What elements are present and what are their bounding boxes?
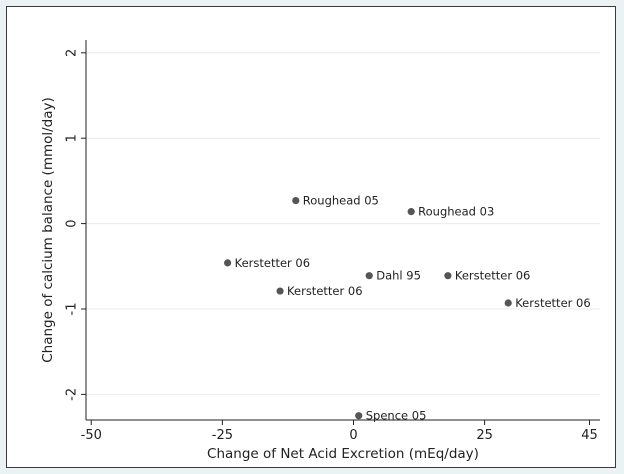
- point-marker: [355, 412, 363, 420]
- point-label: Spence 05: [366, 409, 427, 423]
- x-tick-label: -25: [212, 428, 233, 443]
- data-point: Roughead 05: [292, 194, 379, 208]
- data-point: Kerstetter 06: [504, 296, 591, 310]
- point-label: Roughead 05: [303, 194, 379, 208]
- y-axis-title: Change of calcium balance (mmol/day): [40, 97, 56, 363]
- x-axis-title: Change of Net Acid Excretion (mEq/day): [207, 446, 479, 462]
- x-tick-label: 45: [581, 428, 598, 443]
- point-label: Kerstetter 06: [287, 284, 362, 298]
- point-label: Kerstetter 06: [455, 269, 530, 283]
- data-point: Kerstetter 06: [444, 269, 530, 283]
- data-points: Roughead 05 Roughead 03 Kerstetter 06 Dahl …: [224, 194, 591, 423]
- point-marker: [365, 272, 373, 280]
- y-tick-label: 0: [65, 219, 80, 227]
- point-marker: [292, 196, 300, 205]
- y-tick-label: -1: [65, 303, 80, 316]
- x-ticks: -50 -25 0 25 45: [81, 420, 598, 443]
- point-label: Kerstetter 06: [235, 256, 310, 270]
- data-point: Kerstetter 06: [224, 256, 310, 270]
- data-point: Kerstetter 06: [276, 284, 363, 298]
- chart-frame: [6, 6, 616, 468]
- point-label: Dahl 95: [376, 269, 421, 283]
- data-point: Dahl 95: [365, 269, 421, 283]
- y-tick-label: -2: [65, 388, 80, 401]
- data-point: Spence 05: [355, 409, 426, 423]
- x-tick-label: 0: [349, 428, 357, 443]
- point-marker: [224, 259, 232, 267]
- data-point: Roughead 03: [407, 205, 494, 219]
- point-label: Kerstetter 06: [515, 296, 590, 310]
- point-label: Roughead 03: [418, 205, 494, 219]
- x-tick-label: 25: [476, 428, 493, 443]
- grid-lines: [86, 52, 600, 395]
- point-marker: [276, 287, 284, 295]
- x-tick-label: -50: [81, 428, 102, 443]
- y-tick-label: 1: [65, 134, 80, 142]
- point-marker: [444, 272, 452, 280]
- point-marker: [407, 208, 415, 216]
- y-tick-label: 2: [65, 49, 80, 57]
- axes: [85, 40, 600, 421]
- y-ticks: 2 1 0 -1 -2: [65, 49, 86, 401]
- point-marker: [504, 299, 512, 307]
